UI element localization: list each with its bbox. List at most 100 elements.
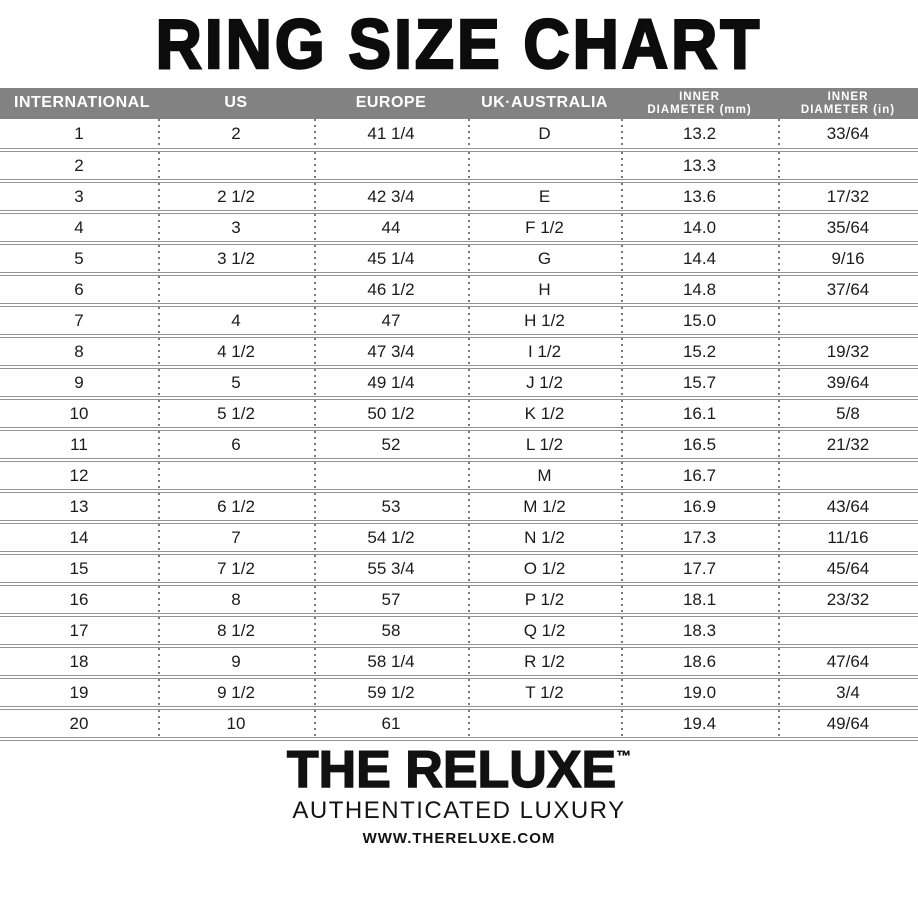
col-header-international: INTERNATIONAL bbox=[0, 88, 158, 119]
cell-europe: 53 bbox=[314, 491, 468, 524]
cell-inner-diameter-in: 45/64 bbox=[778, 553, 918, 586]
cell-europe: 50 1/2 bbox=[314, 398, 468, 431]
table-row: 18 9 58 1/4 R 1/2 18.6 47/64 bbox=[0, 646, 918, 679]
cell-inner-diameter-mm: 14.8 bbox=[621, 274, 778, 307]
cell-inner-diameter-mm: 19.0 bbox=[621, 677, 778, 710]
cell-inner-diameter-mm: 15.2 bbox=[621, 336, 778, 369]
header-row: INTERNATIONAL US EUROPE UK·AUSTRALIA INN… bbox=[0, 88, 918, 119]
cell-europe: 61 bbox=[314, 708, 468, 741]
cell-uk-australia: D bbox=[468, 119, 621, 152]
cell-uk-australia: J 1/2 bbox=[468, 367, 621, 400]
cell-inner-diameter-mm: 16.7 bbox=[621, 460, 778, 493]
cell-us: 5 1/2 bbox=[158, 398, 314, 431]
brand-logo: THE RELUXE™ bbox=[286, 741, 632, 799]
cell-international: 16 bbox=[0, 584, 158, 617]
cell-inner-diameter-in bbox=[778, 305, 918, 338]
cell-international: 11 bbox=[0, 429, 158, 462]
cell-europe: 58 1/4 bbox=[314, 646, 468, 679]
col-header-inner-diameter-mm: INNER DIAMETER (mm) bbox=[621, 88, 778, 119]
cell-us bbox=[158, 274, 314, 307]
cell-international: 18 bbox=[0, 646, 158, 679]
cell-uk-australia: M bbox=[468, 460, 621, 493]
cell-inner-diameter-in: 35/64 bbox=[778, 212, 918, 245]
cell-inner-diameter-in: 17/32 bbox=[778, 181, 918, 214]
cell-international: 20 bbox=[0, 708, 158, 741]
cell-europe: 54 1/2 bbox=[314, 522, 468, 555]
table-row: 16 8 57 P 1/2 18.1 23/32 bbox=[0, 584, 918, 617]
table-row: 12 M 16.7 bbox=[0, 460, 918, 493]
table-row: 2 13.3 bbox=[0, 150, 918, 183]
cell-uk-australia: I 1/2 bbox=[468, 336, 621, 369]
brand-name: THE RELUXE bbox=[286, 741, 617, 799]
cell-inner-diameter-in: 19/32 bbox=[778, 336, 918, 369]
cell-europe: 46 1/2 bbox=[314, 274, 468, 307]
cell-inner-diameter-mm: 18.1 bbox=[621, 584, 778, 617]
cell-inner-diameter-mm: 17.3 bbox=[621, 522, 778, 555]
table-header: INTERNATIONAL US EUROPE UK·AUSTRALIA INN… bbox=[0, 88, 918, 119]
cell-us: 7 1/2 bbox=[158, 553, 314, 586]
table-row: 14 7 54 1/2 N 1/2 17.3 11/16 bbox=[0, 522, 918, 555]
cell-international: 10 bbox=[0, 398, 158, 431]
cell-uk-australia: H bbox=[468, 274, 621, 307]
col-header-europe: EUROPE bbox=[314, 88, 468, 119]
cell-international: 3 bbox=[0, 181, 158, 214]
cell-international: 14 bbox=[0, 522, 158, 555]
table-row: 6 46 1/2 H 14.8 37/64 bbox=[0, 274, 918, 307]
cell-us: 3 1/2 bbox=[158, 243, 314, 276]
cell-inner-diameter-in: 5/8 bbox=[778, 398, 918, 431]
cell-international: 7 bbox=[0, 305, 158, 338]
cell-inner-diameter-mm: 16.5 bbox=[621, 429, 778, 462]
cell-europe: 58 bbox=[314, 615, 468, 648]
cell-uk-australia: N 1/2 bbox=[468, 522, 621, 555]
cell-us: 9 bbox=[158, 646, 314, 679]
cell-inner-diameter-mm: 16.1 bbox=[621, 398, 778, 431]
title-container: RING SIZE CHART bbox=[0, 0, 918, 88]
cell-europe: 41 1/4 bbox=[314, 119, 468, 152]
cell-europe: 47 bbox=[314, 305, 468, 338]
cell-europe: 42 3/4 bbox=[314, 181, 468, 214]
cell-uk-australia: M 1/2 bbox=[468, 491, 621, 524]
cell-inner-diameter-mm: 13.3 bbox=[621, 150, 778, 183]
table-row: 4 3 44 F 1/2 14.0 35/64 bbox=[0, 212, 918, 245]
cell-inner-diameter-mm: 14.0 bbox=[621, 212, 778, 245]
cell-us: 2 bbox=[158, 119, 314, 152]
cell-uk-australia: O 1/2 bbox=[468, 553, 621, 586]
col-header-inner-diameter-in: INNER DIAMETER (in) bbox=[778, 88, 918, 119]
cell-inner-diameter-in: 3/4 bbox=[778, 677, 918, 710]
trademark-symbol: ™ bbox=[616, 748, 632, 765]
cell-inner-diameter-mm: 15.7 bbox=[621, 367, 778, 400]
cell-us: 9 1/2 bbox=[158, 677, 314, 710]
table-row: 13 6 1/2 53 M 1/2 16.9 43/64 bbox=[0, 491, 918, 524]
cell-international: 15 bbox=[0, 553, 158, 586]
cell-inner-diameter-in: 21/32 bbox=[778, 429, 918, 462]
page-title: RING SIZE CHART bbox=[155, 5, 763, 83]
cell-inner-diameter-in: 33/64 bbox=[778, 119, 918, 152]
cell-us bbox=[158, 460, 314, 493]
col-header-us: US bbox=[158, 88, 314, 119]
cell-international: 9 bbox=[0, 367, 158, 400]
cell-us: 4 1/2 bbox=[158, 336, 314, 369]
col-header-uk-australia: UK·AUSTRALIA bbox=[468, 88, 621, 119]
cell-inner-diameter-in: 11/16 bbox=[778, 522, 918, 555]
footer: THE RELUXE™ AUTHENTICATED LUXURY WWW.THE… bbox=[0, 741, 918, 918]
cell-us bbox=[158, 150, 314, 183]
table-body: 1 2 41 1/4 D 13.2 33/64 2 13.3 3 2 1/2 42 3/4 E 13.6… bbox=[0, 119, 918, 741]
cell-inner-diameter-mm: 15.0 bbox=[621, 305, 778, 338]
cell-europe: 57 bbox=[314, 584, 468, 617]
cell-uk-australia: P 1/2 bbox=[468, 584, 621, 617]
cell-inner-diameter-mm: 14.4 bbox=[621, 243, 778, 276]
cell-europe: 49 1/4 bbox=[314, 367, 468, 400]
cell-international: 5 bbox=[0, 243, 158, 276]
cell-international: 1 bbox=[0, 119, 158, 152]
cell-international: 4 bbox=[0, 212, 158, 245]
cell-inner-diameter-in bbox=[778, 150, 918, 183]
table-row: 10 5 1/2 50 1/2 K 1/2 16.1 5/8 bbox=[0, 398, 918, 431]
cell-europe bbox=[314, 460, 468, 493]
cell-us: 8 1/2 bbox=[158, 615, 314, 648]
cell-inner-diameter-in: 43/64 bbox=[778, 491, 918, 524]
cell-inner-diameter-in bbox=[778, 460, 918, 493]
cell-europe: 52 bbox=[314, 429, 468, 462]
cell-uk-australia bbox=[468, 708, 621, 741]
cell-us: 4 bbox=[158, 305, 314, 338]
